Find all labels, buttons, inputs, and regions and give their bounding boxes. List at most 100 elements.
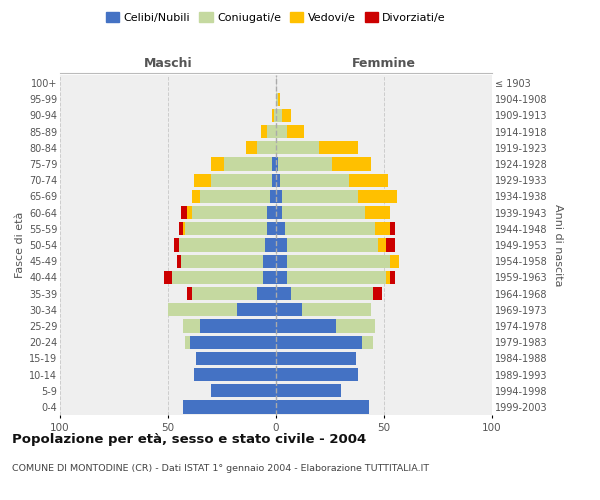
Text: Maschi: Maschi — [143, 57, 193, 70]
Bar — [391, 270, 395, 284]
Bar — [192, 190, 200, 203]
Bar — [272, 174, 276, 187]
Bar — [276, 109, 283, 122]
Bar — [287, 125, 304, 138]
Bar — [386, 270, 391, 284]
Bar — [373, 287, 382, 300]
Bar — [181, 206, 187, 220]
Bar — [280, 174, 349, 187]
Bar — [269, 190, 276, 203]
Bar — [224, 158, 272, 170]
Bar — [257, 141, 276, 154]
Bar — [265, 238, 276, 252]
Bar — [332, 158, 371, 170]
Text: Femmine: Femmine — [352, 57, 416, 70]
Bar — [276, 400, 369, 413]
Bar — [268, 222, 276, 235]
Bar — [261, 125, 268, 138]
Bar — [179, 238, 265, 252]
Bar — [291, 287, 373, 300]
Bar — [287, 270, 386, 284]
Bar — [211, 384, 276, 398]
Bar — [211, 174, 272, 187]
Bar — [172, 270, 263, 284]
Bar — [278, 92, 280, 106]
Bar — [386, 238, 395, 252]
Bar — [276, 141, 319, 154]
Bar — [278, 158, 332, 170]
Bar — [391, 254, 399, 268]
Bar — [319, 141, 358, 154]
Text: Popolazione per età, sesso e stato civile - 2004: Popolazione per età, sesso e stato civil… — [12, 432, 366, 446]
Bar — [192, 287, 257, 300]
Bar — [276, 287, 291, 300]
Bar — [263, 270, 276, 284]
Bar — [287, 238, 377, 252]
Bar — [194, 174, 211, 187]
Bar — [276, 303, 302, 316]
Bar — [276, 320, 337, 332]
Bar — [175, 238, 179, 252]
Bar — [377, 238, 386, 252]
Bar — [276, 125, 287, 138]
Bar — [302, 303, 371, 316]
Bar — [179, 222, 183, 235]
Bar — [283, 206, 365, 220]
Bar — [183, 222, 185, 235]
Bar — [276, 270, 287, 284]
Bar — [246, 141, 257, 154]
Bar — [185, 222, 268, 235]
Bar — [349, 174, 388, 187]
Bar — [237, 303, 276, 316]
Bar — [187, 287, 192, 300]
Bar — [190, 336, 276, 349]
Legend: Celibi/Nubili, Coniugati/e, Vedovi/e, Divorziati/e: Celibi/Nubili, Coniugati/e, Vedovi/e, Di… — [101, 8, 451, 28]
Bar — [337, 320, 376, 332]
Bar — [187, 206, 192, 220]
Bar — [376, 222, 391, 235]
Bar — [196, 352, 276, 365]
Bar — [164, 270, 172, 284]
Bar — [276, 174, 280, 187]
Bar — [276, 254, 287, 268]
Bar — [176, 254, 181, 268]
Bar — [268, 125, 276, 138]
Bar — [192, 206, 268, 220]
Bar — [276, 352, 356, 365]
Bar — [283, 109, 291, 122]
Bar — [284, 222, 376, 235]
Bar — [276, 222, 284, 235]
Bar — [276, 336, 362, 349]
Bar — [391, 222, 395, 235]
Bar — [185, 336, 190, 349]
Bar — [168, 303, 237, 316]
Y-axis label: Fasce di età: Fasce di età — [14, 212, 25, 278]
Bar — [274, 109, 276, 122]
Bar — [276, 238, 287, 252]
Bar — [194, 368, 276, 381]
Bar — [200, 320, 276, 332]
Bar — [276, 384, 341, 398]
Bar — [181, 254, 263, 268]
Bar — [276, 158, 278, 170]
Bar — [268, 206, 276, 220]
Bar — [200, 190, 269, 203]
Bar — [272, 109, 274, 122]
Bar — [263, 254, 276, 268]
Text: COMUNE DI MONTODINE (CR) - Dati ISTAT 1° gennaio 2004 - Elaborazione TUTTITALIA.: COMUNE DI MONTODINE (CR) - Dati ISTAT 1°… — [12, 464, 429, 473]
Bar — [211, 158, 224, 170]
Bar — [276, 206, 283, 220]
Bar — [272, 158, 276, 170]
Bar — [183, 400, 276, 413]
Bar — [257, 287, 276, 300]
Bar — [283, 190, 358, 203]
Bar — [287, 254, 391, 268]
Bar — [276, 190, 283, 203]
Bar — [358, 190, 397, 203]
Bar — [276, 92, 278, 106]
Y-axis label: Anni di nascita: Anni di nascita — [553, 204, 563, 286]
Bar — [276, 368, 358, 381]
Bar — [362, 336, 373, 349]
Bar — [183, 320, 200, 332]
Bar — [365, 206, 391, 220]
